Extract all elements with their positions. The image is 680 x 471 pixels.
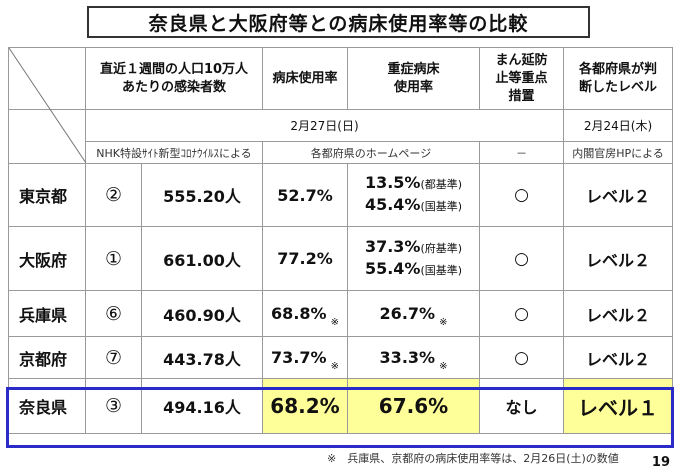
rank: ②: [85, 163, 142, 227]
severe-rate-national-note: (国基準): [420, 200, 463, 213]
level-value: レベル１: [563, 378, 673, 434]
source-infections: NHK特設ｻｲﾄ新型ｺﾛﾅｳｲﾙｽによる: [85, 141, 263, 164]
severe-rate-national: 55.4%: [364, 258, 421, 278]
severe-bed-rate-cell: 26.7% ※: [347, 290, 480, 337]
rank: ⑦: [85, 336, 142, 379]
header-bed-rate: 病床使用率: [262, 47, 348, 110]
severe-rate-value: 67.6%: [347, 378, 480, 434]
infections-value: 661.00人: [141, 226, 263, 291]
level-value: レベル２: [563, 290, 673, 337]
rank: ③: [85, 378, 142, 434]
footnote: ※ 兵庫県、京都府の病床使用率等は、2月26日(土)の数値: [327, 452, 619, 465]
infections-value: 460.90人: [141, 290, 263, 337]
date-main: 2月27日(日): [85, 109, 564, 142]
level-value: レベル２: [563, 226, 673, 291]
table-row-nara: 奈良県 ③ 494.16人 68.2% 67.6% なし レベル１: [8, 378, 673, 434]
prefecture-name: 奈良県: [8, 378, 86, 434]
infections-value: 494.16人: [141, 378, 263, 434]
source-level: 内閣官房HPによる: [563, 141, 673, 164]
corner-cell-cont: [8, 109, 86, 142]
severe-bed-rate-cell: 13.5%(都基準) 45.4%(国基準): [347, 163, 480, 227]
severe-rate-local: 13.5%: [364, 173, 421, 192]
bed-rate-value: 73.7%: [271, 348, 327, 367]
corner-cell: [8, 47, 86, 163]
note-mark: ※: [439, 361, 448, 372]
note-mark: ※: [330, 361, 339, 372]
source-measures: －: [479, 141, 564, 164]
infections-value: 555.20人: [141, 163, 263, 227]
severe-rate-national: 45.4%: [364, 195, 421, 214]
table-row-hyogo: 兵庫県 ⑥ 460.90人 68.8% ※ 26.7% ※ ○ レベル２: [8, 290, 673, 337]
rank: ⑥: [85, 290, 142, 337]
priority-measures-value: ○: [479, 163, 564, 227]
priority-measures-value: ○: [479, 226, 564, 291]
level-value: レベル２: [563, 336, 673, 379]
level-value: レベル２: [563, 163, 673, 227]
table-row-osaka: 大阪府 ① 661.00人 77.2% 37.3%(府基準) 55.4%(国基準…: [8, 226, 673, 291]
priority-measures-value: なし: [479, 378, 564, 434]
bed-rate-value: 68.2%: [262, 378, 348, 434]
prefecture-name: 東京都: [8, 163, 86, 227]
bed-rate-cell: 68.8% ※: [262, 290, 348, 337]
prefecture-name: 京都府: [8, 336, 86, 379]
note-mark: ※: [330, 317, 339, 328]
bed-rate-value: 52.7%: [262, 163, 348, 227]
page-number: 19: [651, 455, 670, 470]
date-level: 2月24日(木): [563, 109, 673, 142]
header-priority-measures: まん延防止等重点措置: [479, 47, 564, 110]
severe-rate-value: 33.3%: [379, 348, 436, 367]
severe-rate-local-note: (都基準): [420, 178, 463, 191]
rank: ①: [85, 226, 142, 291]
page-title: 奈良県と大阪府等との病床使用率等の比較: [87, 6, 590, 38]
table-row-tokyo: 東京都 ② 555.20人 52.7% 13.5%(都基準) 45.4%(国基準…: [8, 163, 673, 227]
note-mark: ※: [439, 317, 448, 328]
prefecture-name: 兵庫県: [8, 290, 86, 337]
priority-measures-value: ○: [479, 290, 564, 337]
severe-bed-rate-cell: 37.3%(府基準) 55.4%(国基準): [347, 226, 480, 291]
bed-rate-cell: 73.7% ※: [262, 336, 348, 379]
infections-value: 443.78人: [141, 336, 263, 379]
severe-rate-local: 37.3%: [364, 236, 421, 256]
priority-measures-value: ○: [479, 336, 564, 379]
header-level: 各都府県が判断したレベル: [563, 47, 673, 110]
table-row-kyoto: 京都府 ⑦ 443.78人 73.7% ※ 33.3% ※ ○ レベル２: [8, 336, 673, 379]
severe-bed-rate-cell: 33.3% ※: [347, 336, 480, 379]
diagonal-line: [9, 48, 86, 163]
header-severe-bed-rate: 重症病床使用率: [347, 47, 480, 110]
bed-rate-value: 68.8%: [271, 304, 327, 323]
bed-rate-value: 77.2%: [262, 226, 348, 291]
prefecture-name: 大阪府: [8, 226, 86, 291]
severe-rate-local-note: (府基準): [420, 241, 463, 255]
severe-rate-national-note: (国基準): [420, 263, 463, 277]
comparison-table: 直近１週間の人口10万人あたりの感染者数 病床使用率 重症病床使用率 まん延防止…: [8, 47, 673, 434]
severe-rate-value: 26.7%: [379, 304, 436, 323]
source-beds: 各都府県のホームページ: [262, 141, 480, 164]
header-infections: 直近１週間の人口10万人あたりの感染者数: [85, 47, 263, 110]
